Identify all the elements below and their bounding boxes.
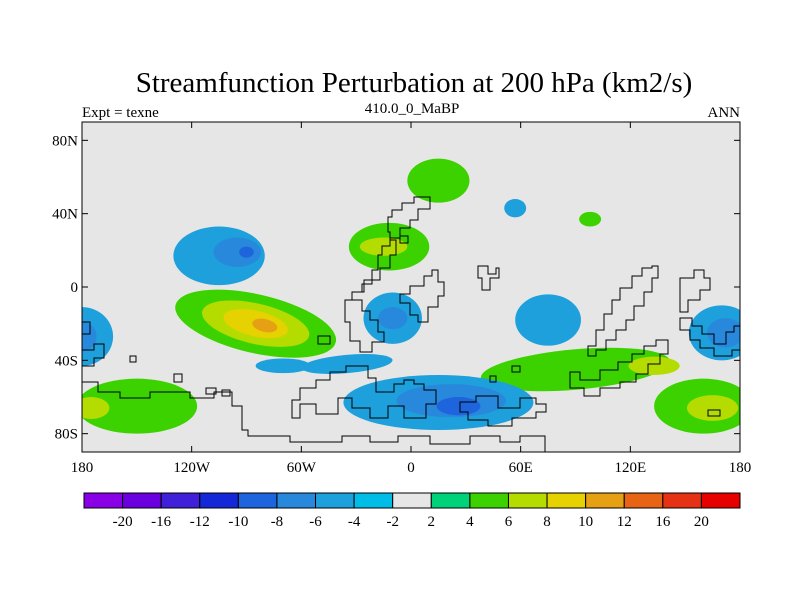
colorbar-label: 6 [505,514,513,530]
colorbar-swatch [546,492,587,509]
y-tick-label: 40S [55,353,78,369]
coastline-21 [707,409,721,417]
period-label: 410.0_0_MaBP [365,101,460,117]
colorbar-swatch [160,492,201,509]
colorbar-label: 16 [655,514,671,530]
coastline-15 [205,387,217,395]
colorbar-label: -2 [386,514,399,530]
colorbar-swatch [353,492,394,509]
colorbar-swatch [585,492,625,509]
coastline-6 [569,339,669,397]
contour-region-8 [579,211,602,227]
x-axis: 180 120W 60W 0 60E 120E 180 [71,122,752,476]
coastline-13 [129,355,137,363]
colorbar-label: 10 [578,514,593,530]
coastline-19 [511,365,521,373]
x-tick-label: 120E [614,460,646,476]
colorbar-swatch [507,492,548,509]
y-tick-label: 80S [55,427,78,443]
coastline-3 [477,265,500,291]
contour-region-30 [436,397,481,416]
contour-region-26 [301,354,393,374]
coastline-1 [344,196,431,353]
experiment-label: Expt = texne [82,105,159,121]
colorbar-swatch [469,492,509,509]
coastline-14 [173,373,183,383]
colorbar-label: -8 [271,514,284,530]
coastline-17 [317,335,331,345]
coastline-4 [291,365,437,419]
contour-region-17 [707,318,740,348]
coastline-18 [399,235,409,244]
colorbar-swatch [700,492,741,509]
coastline-12 [82,321,91,335]
contour-region-22 [480,347,671,392]
contour-region-21 [82,397,110,419]
season-label: ANN [708,105,741,121]
contour-region-15 [515,294,581,346]
contour-region-3 [239,246,254,258]
coastline-5 [459,395,547,427]
colorbar-label: 4 [466,514,474,530]
x-tick-label: 0 [407,460,415,476]
contour-region-23 [628,356,680,376]
contour-region-14 [378,307,408,330]
colorbar-swatch [662,492,702,509]
x-tick-label: 60W [287,460,317,476]
colorbar-label: -12 [190,514,210,530]
coastline-2 [399,269,445,323]
colorbar-label: -20 [113,514,133,530]
colorbar-swatch [276,492,317,509]
x-tick-label: 60E [509,460,533,476]
coastline-11 [82,343,105,367]
contour-region-2 [213,237,262,267]
y-tick-label: 0 [71,280,79,296]
colorbar-label: 8 [543,514,551,530]
x-tick-label: 120W [173,460,211,476]
coastline-9 [679,317,740,357]
colorbar-swatch [392,492,432,509]
contour-region-7 [504,199,527,218]
colorbar-swatch [623,492,664,509]
contour-region-27 [255,358,311,374]
colorbar-label: -10 [228,514,248,530]
colorbar-swatch [237,492,278,509]
contour-region-12 [252,318,278,333]
coastline-10 [82,381,546,452]
coastline-7 [587,265,659,357]
x-tick-label: 180 [729,460,752,476]
colorbar-label: 20 [694,514,709,530]
colorbar-swatch [83,492,124,509]
y-axis: 80N 40N 0 40S 80S [52,133,740,443]
colorbar-swatch [315,492,355,509]
colorbar-label: 12 [617,514,632,530]
contour-region-25 [686,395,739,421]
colorbar-label: -6 [309,514,322,530]
coastline-20 [489,375,497,383]
contour-region-5 [359,237,408,256]
chart-title: Streamfunction Perturbation at 200 hPa (… [136,67,693,99]
y-tick-label: 40N [52,207,78,223]
coastlines [82,196,740,452]
map-area [82,122,740,452]
colorbar-swatch [199,492,239,509]
x-tick-label: 180 [71,460,94,476]
colorbar-label: 2 [428,514,436,530]
colorbar: -20 -16 -12 -10 -8 -6 -4 -2 2 4 6 8 10 12 16 20 [83,492,741,530]
coastline-8 [679,269,711,313]
colorbar-swatch [122,492,162,509]
y-tick-label: 80N [52,133,78,149]
contour-region-6 [407,158,470,203]
coastline-16 [221,389,231,397]
colorbar-label: -16 [151,514,171,530]
contour-region-19 [82,321,97,352]
colorbar-label: -4 [348,514,361,530]
colorbar-swatch [430,492,471,509]
